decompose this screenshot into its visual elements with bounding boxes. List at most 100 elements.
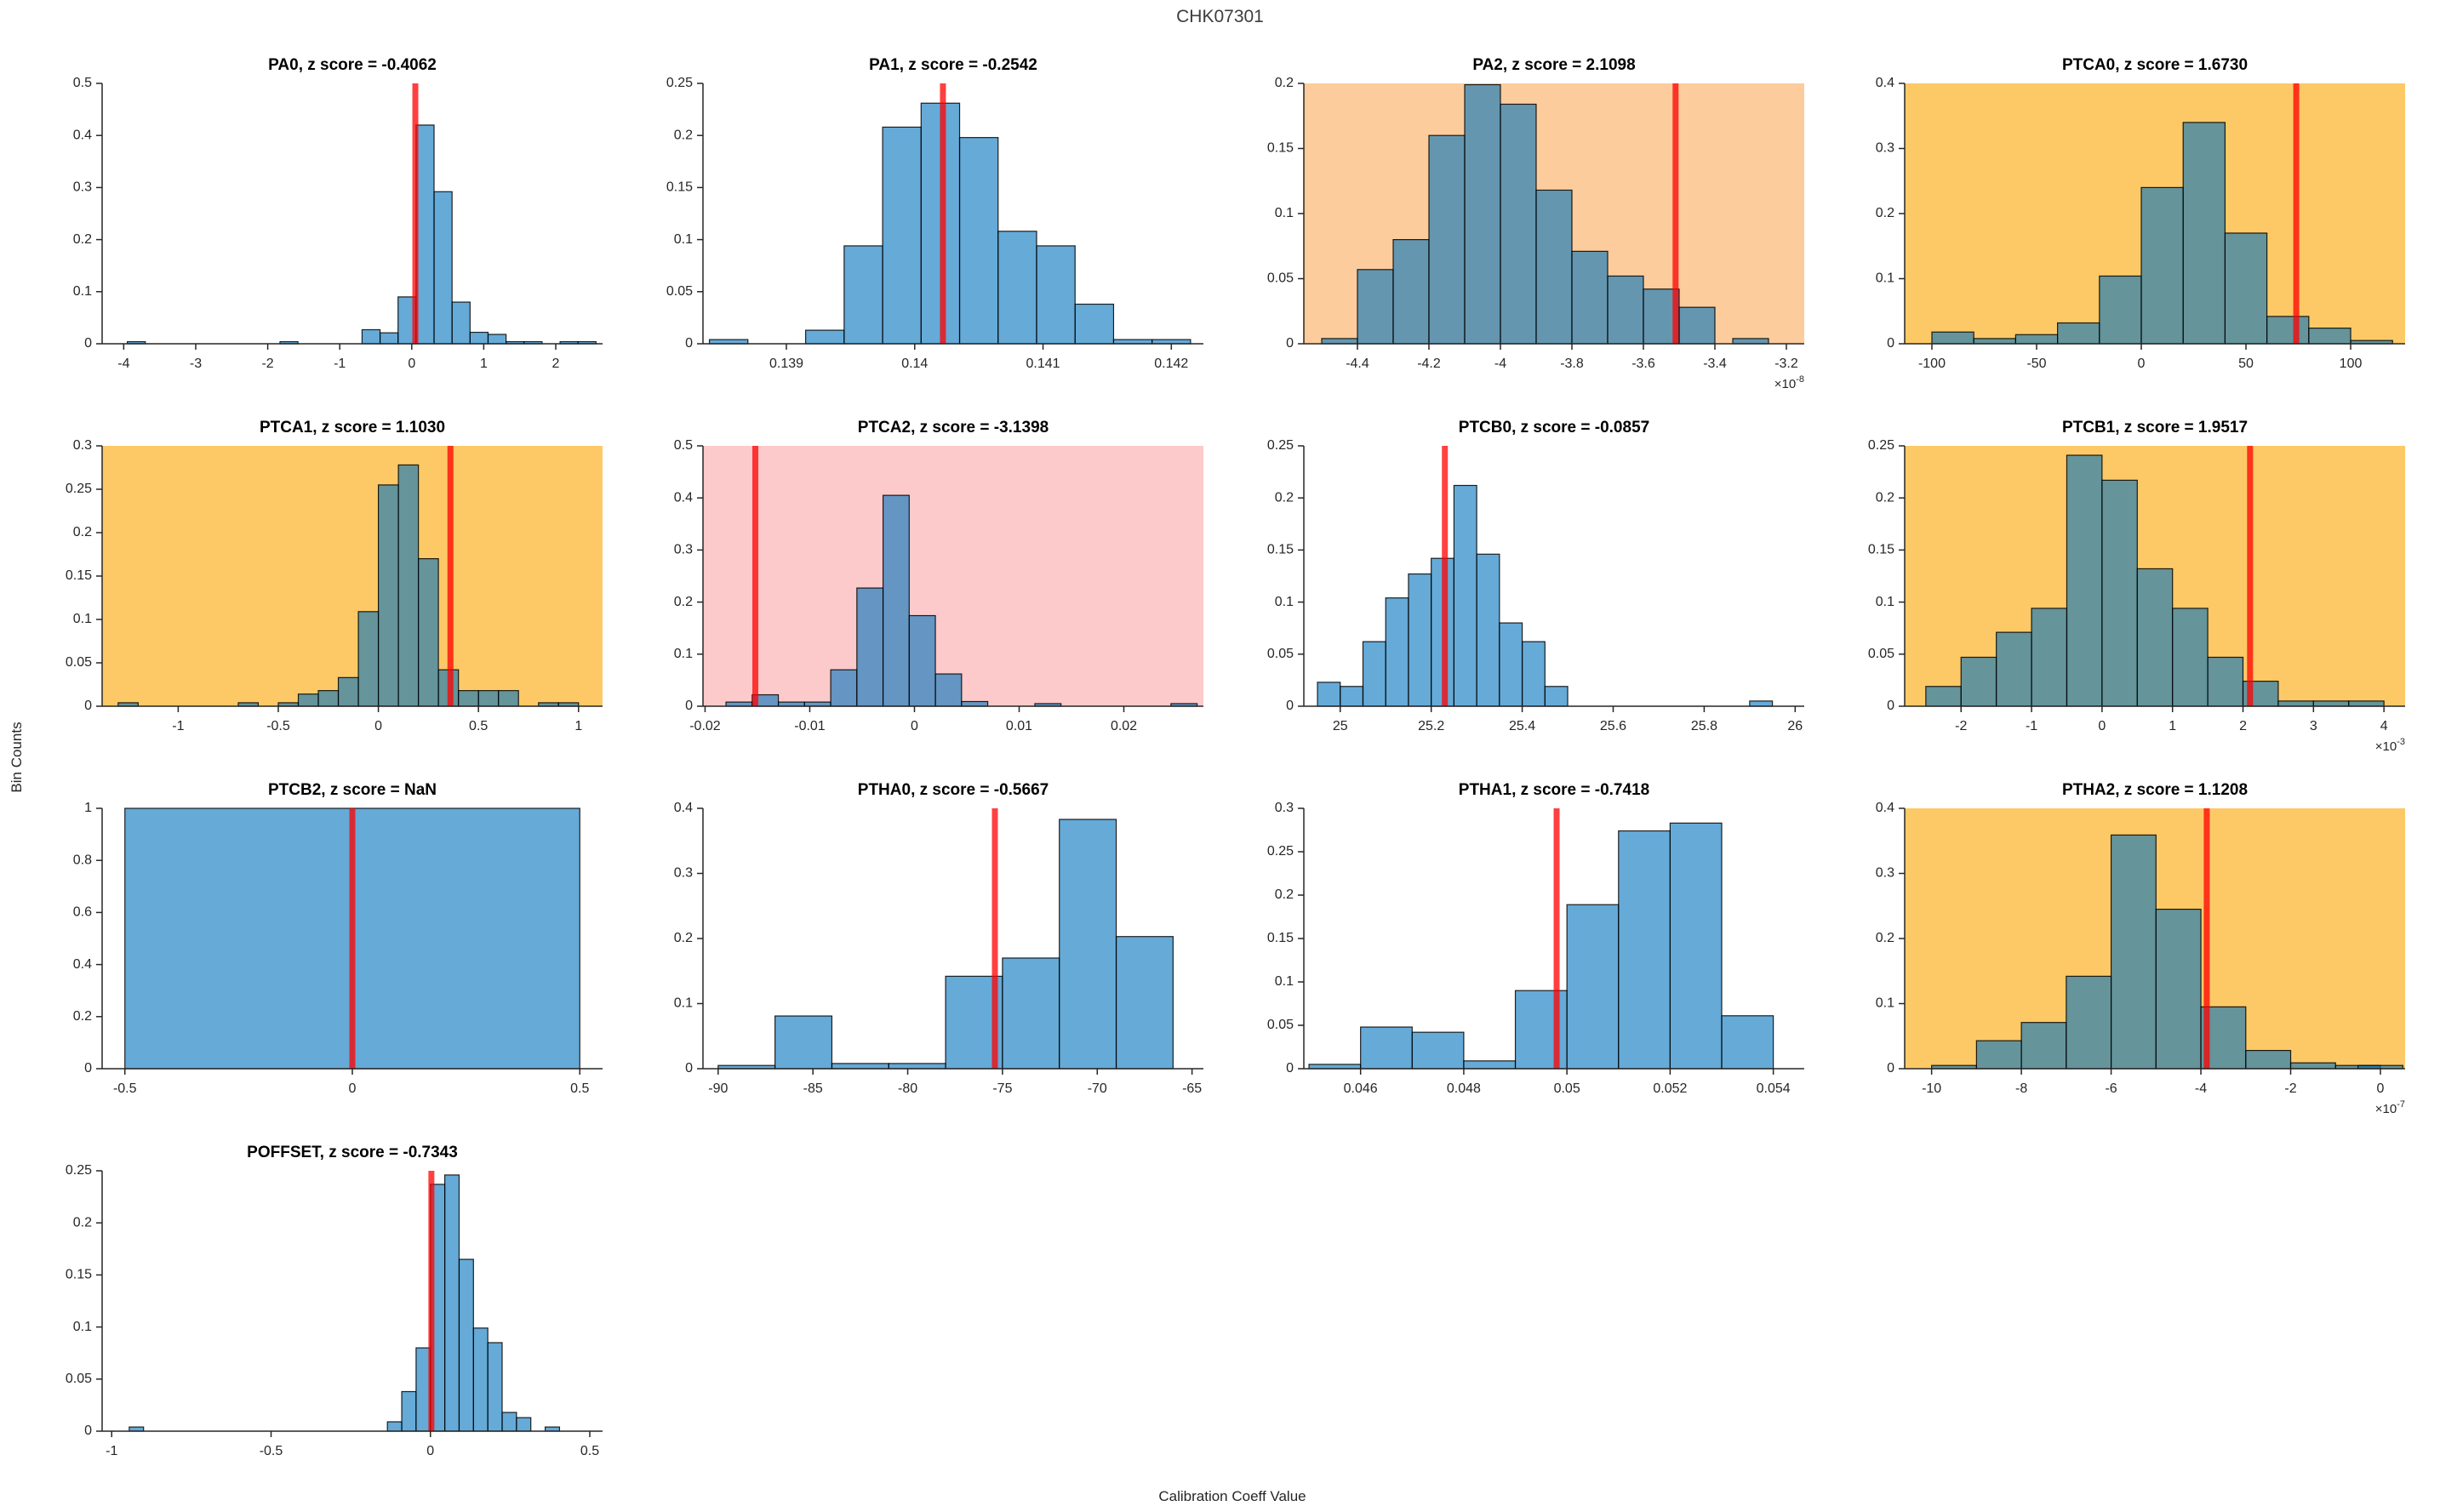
subplot-PTHA1: 0.046 0.048 0.05 0.052 0.054 0 0.05 0.1 0.15 0.2 0…	[1232, 756, 1833, 1118]
histogram-bar	[1464, 83, 1501, 345]
histogram-bar	[1360, 1026, 1413, 1070]
z-score-marker-line	[349, 808, 356, 1069]
histogram-bar	[805, 329, 845, 345]
x-tick-label: -85	[803, 1081, 823, 1096]
y-tick-label: 0.1	[1275, 206, 1294, 220]
z-score-marker-line	[447, 446, 454, 706]
x-tick-label: 0	[2377, 1081, 2385, 1096]
histogram-bar	[1500, 103, 1537, 345]
subplot-PTCA0: -100 -50 0 50 100 0 0.1 0.2 0.3 0.4 PTCA0, z score…	[1833, 31, 2434, 393]
subplot-PTCB0-canvas: 25 25.2 25.4 25.6 25.8 26 0 0.05 0.1 0.15 0.2 0.25 P…	[1267, 419, 1804, 733]
y-tick-label: 1	[84, 801, 92, 815]
y-tick-label: 0.2	[1275, 887, 1294, 902]
subplot-title: POFFSET, z score = -0.7343	[247, 1144, 458, 1161]
y-tick-label: 0.25	[1267, 844, 1294, 859]
y-tick-label: 0.1	[1876, 271, 1894, 286]
subplot-title: PTHA0, z score = -0.5667	[858, 781, 1049, 799]
y-tick-label: 0.4	[1876, 801, 1894, 815]
histogram-bar	[498, 690, 519, 707]
y-tick-label: 0.3	[1876, 866, 1894, 881]
x-tick-label: -80	[898, 1081, 917, 1096]
histogram-bar	[1925, 686, 1962, 707]
y-tick-label: 0.1	[674, 996, 693, 1011]
histogram-bar	[516, 1417, 532, 1432]
x-tick-label: 25.2	[1418, 719, 1444, 733]
y-tick-label: 0.25	[1267, 438, 1294, 453]
y-tick-label: 0.05	[1267, 271, 1294, 286]
y-tick-label: 0.3	[73, 180, 92, 195]
subplot-grid: -4 -3 -2 -1 0 1 2 0 0.1 0.2 0.3 0.4 0.5 PA0, z score …	[31, 31, 2434, 1481]
z-score-marker-line	[991, 808, 998, 1069]
z-score-marker-line	[412, 83, 419, 344]
x-tick-label: 0.5	[580, 1444, 599, 1458]
x-tick-label: 1	[2169, 719, 2176, 733]
histogram-bar	[2312, 700, 2350, 707]
plot-background	[102, 446, 603, 706]
x-tick-label: -2	[261, 357, 273, 371]
histogram-bar	[1975, 1040, 2022, 1070]
y-tick-label: 0.2	[73, 525, 92, 539]
histogram-bar	[888, 1063, 946, 1070]
x-tick-label: 26	[1787, 719, 1803, 733]
x-tick-label: 0.139	[769, 357, 803, 371]
y-tick-label: 0.2	[73, 1215, 92, 1230]
histogram-bar	[1317, 682, 1341, 707]
x-tick-label: 0.141	[1026, 357, 1060, 371]
y-tick-label: 0.3	[674, 866, 693, 881]
y-tick-label: 0	[84, 1061, 92, 1076]
x-tick-label: 0	[374, 719, 382, 733]
x-tick-label: 2	[2239, 719, 2247, 733]
subplot-title: PTCA1, z score = 1.1030	[260, 419, 445, 436]
y-tick-label: 0.1	[1275, 595, 1294, 609]
y-tick-label: 0	[685, 1061, 693, 1076]
histogram-bar	[843, 245, 883, 345]
histogram-bar	[1385, 597, 1409, 707]
y-tick-label: 0.2	[73, 1009, 92, 1024]
y-tick-label: 0.25	[666, 76, 693, 90]
y-tick-label: 0.4	[1876, 76, 1894, 90]
x-axis-exponent-label: ×10-8	[1774, 374, 1804, 391]
x-tick-label: 0.02	[1111, 719, 1137, 733]
y-tick-label: 0.15	[66, 568, 92, 583]
histogram-bar	[397, 464, 420, 707]
y-tick-label: 0.15	[1267, 141, 1294, 156]
x-tick-label: -1	[106, 1444, 117, 1458]
x-tick-label: -3.2	[1774, 357, 1798, 371]
subplot-PA1-canvas: 0.139 0.14 0.141 0.142 0 0.05 0.1 0.15 0.2 0.25 PA…	[666, 56, 1203, 371]
histogram-bar	[882, 494, 910, 707]
x-tick-label: -1	[334, 357, 346, 371]
y-tick-label: 0.1	[674, 232, 693, 247]
histogram-bar	[1499, 622, 1523, 707]
x-tick-label: 25.4	[1509, 719, 1535, 733]
x-tick-label: -3	[190, 357, 202, 371]
subplot-title: PA0, z score = -0.4062	[268, 56, 437, 74]
histogram-bar	[1463, 1060, 1517, 1070]
y-tick-label: 0.15	[66, 1268, 92, 1282]
subplot-title: PTCB2, z score = NaN	[268, 781, 437, 799]
z-score-marker-line	[2247, 446, 2254, 706]
x-tick-label: -3.6	[1631, 357, 1655, 371]
histogram-bar	[1732, 338, 1769, 345]
x-tick-label: 0.142	[1154, 357, 1188, 371]
histogram-bar	[1036, 245, 1076, 345]
histogram-bar	[2140, 186, 2184, 345]
y-tick-label: 0.25	[66, 482, 92, 496]
y-tick-label: 0.3	[1275, 801, 1294, 815]
x-axis-label: Calibration Coeff Value	[1158, 1488, 1306, 1504]
y-tick-label: 0.15	[1868, 543, 1894, 557]
histogram-bar	[2245, 1049, 2292, 1070]
x-tick-label: 0.052	[1653, 1081, 1687, 1096]
subplot-PTCB0: 25 25.2 25.4 25.6 25.8 26 0 0.05 0.1 0.15 0.2 0.25 P…	[1232, 393, 1833, 756]
histogram-bar	[958, 137, 999, 345]
histogram-bar	[415, 1347, 431, 1432]
subplot-PTCB1-canvas: -2 -1 0 1 2 3 4 0 0.05 0.1 0.15 0.2 0.25 ×10-3 PTCB1, …	[1868, 419, 2405, 754]
x-tick-label: -2	[2284, 1081, 2296, 1096]
x-tick-label: -0.5	[113, 1081, 137, 1096]
plot-background	[102, 83, 603, 344]
histogram-bar	[418, 558, 439, 707]
y-tick-label: 0.15	[1267, 543, 1294, 557]
subplot-title: PA2, z score = 2.1098	[1472, 56, 1635, 74]
histogram-bar	[337, 676, 359, 707]
figure-title: CHK07301	[1176, 7, 1264, 26]
y-tick-label: 0.1	[1876, 595, 1894, 609]
